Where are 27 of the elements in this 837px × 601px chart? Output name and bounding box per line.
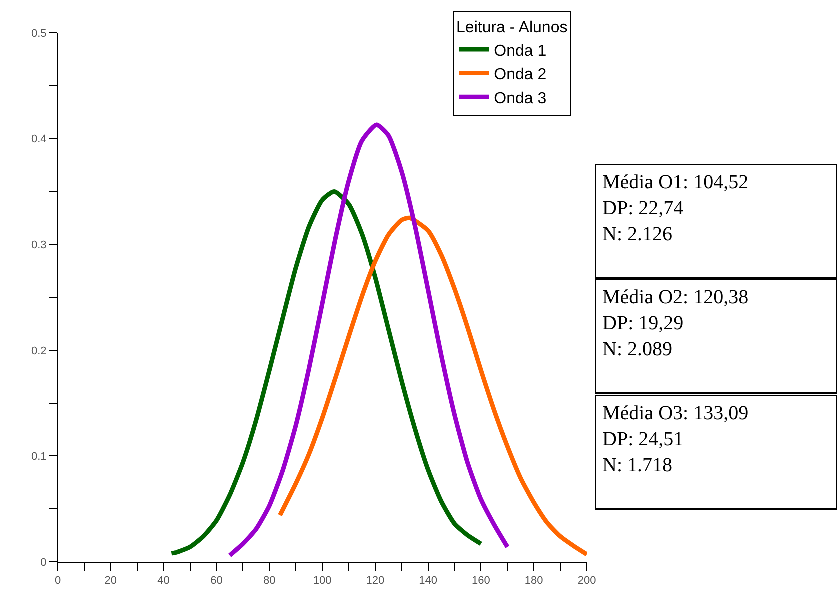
text: Média O2: 120,38 DP: 19,29 N: 2.089 bbox=[602, 286, 749, 360]
x-tick-label: 180 bbox=[524, 575, 544, 588]
x-tick-label: 0 bbox=[54, 575, 62, 588]
x-tick-label: 100 bbox=[313, 575, 332, 588]
y-tick-label: 0.5 bbox=[32, 28, 47, 40]
line-series bbox=[169, 189, 484, 556]
y-tick-label: 0.4 bbox=[32, 134, 47, 146]
y-tick-label: 0 bbox=[40, 556, 47, 569]
y-tick-label: 0.1 bbox=[32, 451, 47, 464]
legend-label: Onda 2 bbox=[494, 66, 547, 84]
line-series bbox=[278, 216, 587, 557]
x-tick-label: 80 bbox=[263, 575, 276, 588]
legend-label: Onda 1 bbox=[494, 42, 547, 60]
legend-label: Onda 3 bbox=[494, 90, 547, 108]
x-tick-label: 60 bbox=[210, 575, 223, 588]
x-tick-label: 20 bbox=[104, 575, 118, 588]
line-series bbox=[228, 122, 510, 558]
y-tick-label: 0.2 bbox=[32, 345, 47, 358]
text: Média O3: 133,09 DP: 24,51 N: 1.718 bbox=[602, 402, 749, 476]
x-tick-label: 120 bbox=[366, 575, 385, 588]
x-tick-label: 40 bbox=[158, 575, 170, 588]
legend-title: Leitura - Alunos bbox=[456, 20, 568, 37]
text: Média O1: 104,52 DP: 22,74 N: 2.126 bbox=[602, 172, 749, 246]
y-tick-label: 0.3 bbox=[32, 239, 47, 252]
x-tick-label: 200 bbox=[578, 575, 596, 588]
x-tick-label: 140 bbox=[419, 575, 438, 588]
x-tick-label: 160 bbox=[472, 575, 490, 588]
